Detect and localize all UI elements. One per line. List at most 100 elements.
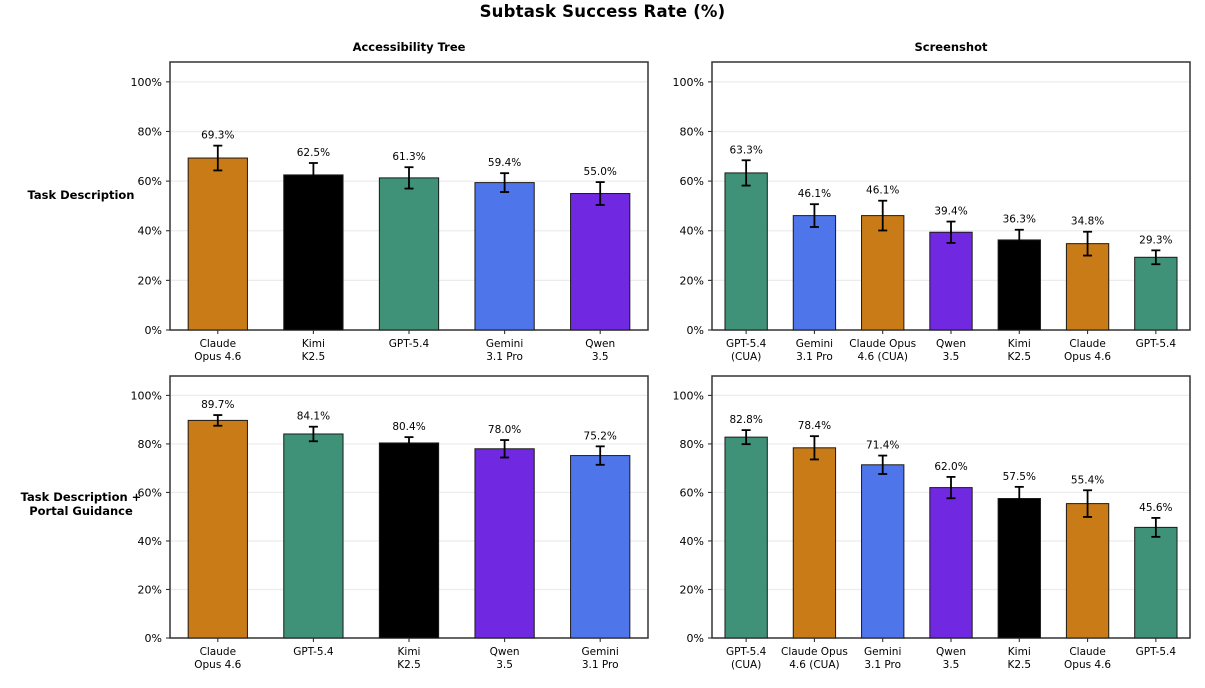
- y-tick-label: 40%: [680, 535, 704, 548]
- bar-value-label: 29.3%: [1139, 234, 1172, 246]
- x-tick-label: Kimi: [398, 646, 421, 658]
- x-tick-label: Claude: [1069, 646, 1105, 658]
- y-tick-label: 20%: [138, 583, 162, 596]
- x-tick-label: Kimi: [302, 338, 325, 350]
- bar[interactable]: [474, 448, 535, 639]
- bar-group: 61.3% GPT-5.4: [378, 151, 440, 350]
- x-tick-label: Gemini: [796, 338, 833, 350]
- bar-value-label: 62.5%: [297, 147, 330, 159]
- y-tick-label: 60%: [138, 175, 162, 188]
- y-tick-label: 0%: [687, 324, 704, 337]
- bar[interactable]: [378, 177, 440, 331]
- x-tick-label: GPT-5.4: [726, 646, 767, 658]
- bar[interactable]: [861, 464, 905, 639]
- bar-group: 29.3% GPT-5.4: [1134, 234, 1178, 350]
- bar-value-label: 39.4%: [934, 206, 967, 218]
- x-tick-label: GPT-5.4: [1136, 646, 1177, 658]
- bar[interactable]: [187, 157, 248, 331]
- bar-value-label: 46.1%: [866, 185, 899, 197]
- x-tick-label: 3.5: [592, 351, 609, 363]
- bar[interactable]: [1134, 256, 1178, 331]
- y-tick-label: 100%: [673, 76, 704, 89]
- bar[interactable]: [929, 231, 973, 331]
- y-tick-label: 100%: [131, 76, 162, 89]
- bar[interactable]: [724, 436, 768, 639]
- bar[interactable]: [997, 239, 1041, 331]
- bar-value-label: 62.0%: [934, 461, 967, 473]
- bar[interactable]: [861, 215, 905, 331]
- bar-value-label: 46.1%: [798, 188, 831, 200]
- bar[interactable]: [570, 193, 631, 331]
- chart-panel-screenshot-task-description: 0%20%40%60%80%100%63.3%GPT-5.4(CUA)46.1%…: [673, 61, 1191, 363]
- bar-group: 84.1% GPT-5.4: [283, 411, 344, 658]
- bar-value-label: 36.3%: [1003, 214, 1036, 226]
- x-tick-label: 4.6 (CUA): [789, 659, 839, 671]
- x-tick-label: (CUA): [731, 659, 761, 671]
- bar-group: 82.8% GPT-5.4(CUA): [724, 414, 768, 671]
- x-tick-label: K2.5: [397, 659, 421, 671]
- x-tick-label: 3.5: [496, 659, 513, 671]
- bar[interactable]: [997, 498, 1041, 639]
- bar[interactable]: [283, 174, 344, 331]
- row-label-line: Task Description: [27, 188, 135, 202]
- bar-value-label: 69.3%: [201, 130, 234, 142]
- bar[interactable]: [1134, 526, 1178, 639]
- bar[interactable]: [283, 433, 344, 639]
- y-tick-label: 100%: [673, 389, 704, 402]
- x-tick-label: K2.5: [302, 351, 326, 363]
- x-tick-label: Kimi: [1008, 646, 1031, 658]
- bar[interactable]: [929, 487, 973, 639]
- chart-panel-screenshot-task-description-portal-guidance: 0%20%40%60%80%100%82.8%GPT-5.4(CUA)78.4%…: [673, 375, 1191, 671]
- bar-value-label: 45.6%: [1139, 502, 1172, 514]
- y-tick-label: 40%: [680, 225, 704, 238]
- bar-value-label: 75.2%: [584, 430, 617, 442]
- y-tick-label: 20%: [138, 274, 162, 287]
- bar[interactable]: [187, 419, 248, 639]
- x-tick-label: Opus 4.6: [1064, 351, 1111, 363]
- x-tick-label: Qwen: [490, 646, 520, 658]
- x-tick-label: 3.5: [943, 351, 960, 363]
- bar-group: 63.3% GPT-5.4(CUA): [724, 144, 768, 363]
- bar[interactable]: [474, 182, 535, 331]
- x-tick-label: GPT-5.4: [389, 338, 430, 350]
- x-tick-label: Qwen: [585, 338, 615, 350]
- y-tick-label: 80%: [138, 125, 162, 138]
- bar[interactable]: [1065, 243, 1110, 331]
- y-tick-label: 20%: [680, 274, 704, 287]
- y-tick-label: 40%: [138, 535, 162, 548]
- x-tick-label: 3.1 Pro: [486, 351, 523, 363]
- x-tick-label: (CUA): [731, 351, 761, 363]
- y-tick-label: 0%: [145, 324, 162, 337]
- x-tick-label: Qwen: [936, 646, 966, 658]
- bar[interactable]: [1065, 503, 1110, 639]
- x-tick-label: GPT-5.4: [1136, 338, 1177, 350]
- x-tick-label: GPT-5.4: [726, 338, 767, 350]
- bar[interactable]: [570, 455, 631, 639]
- x-tick-label: Gemini: [864, 646, 901, 658]
- bar[interactable]: [724, 172, 768, 331]
- column-title-screenshot: Screenshot: [914, 40, 988, 54]
- bar-value-label: 61.3%: [392, 151, 425, 163]
- column-title-accessibility-tree: Accessibility Tree: [352, 40, 466, 54]
- x-tick-label: Claude: [1069, 338, 1105, 350]
- figure-title: Subtask Success Rate (%): [479, 2, 726, 21]
- bar[interactable]: [378, 442, 440, 639]
- y-tick-label: 100%: [131, 389, 162, 402]
- x-tick-label: 3.1 Pro: [864, 659, 901, 671]
- bar[interactable]: [792, 447, 837, 639]
- bar[interactable]: [792, 215, 837, 331]
